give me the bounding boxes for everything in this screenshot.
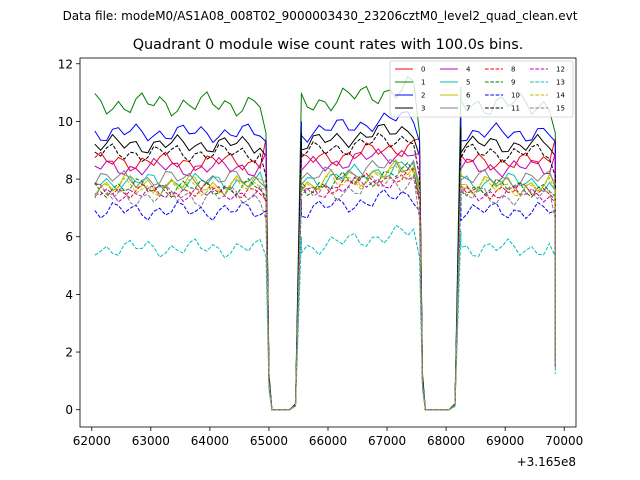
chart-title: Quadrant 0 module wise count rates with … xyxy=(133,37,524,53)
legend-label-6: 6 xyxy=(466,92,471,100)
y-tick-label: 10 xyxy=(58,115,73,129)
legend-label-8: 8 xyxy=(511,66,515,74)
x-tick-label: 64000 xyxy=(191,434,229,448)
series-line-12 xyxy=(94,174,556,411)
x-tick-label: 69000 xyxy=(486,434,524,448)
series-line-6 xyxy=(94,158,556,411)
series-line-4 xyxy=(94,148,556,411)
series-line-13 xyxy=(94,224,556,411)
series-line-2 xyxy=(94,111,556,411)
plot-background xyxy=(80,58,576,427)
series-line-7 xyxy=(94,158,556,411)
legend-label-9: 9 xyxy=(511,79,515,87)
x-tick-label: 68000 xyxy=(427,434,465,448)
series-line-14 xyxy=(94,165,556,411)
x-tick-label: 65000 xyxy=(250,434,288,448)
series-line-3 xyxy=(94,123,556,411)
legend-label-4: 4 xyxy=(466,66,471,74)
x-tick-label: 66000 xyxy=(309,434,347,448)
legend-label-13: 13 xyxy=(556,79,565,87)
y-tick-label: 12 xyxy=(58,57,73,71)
x-axis-offset-label: +3.165e8 xyxy=(517,455,576,469)
legend-label-2: 2 xyxy=(421,92,425,100)
y-tick-label: 2 xyxy=(65,346,73,360)
y-tick-label: 4 xyxy=(65,288,73,302)
legend-label-1: 1 xyxy=(421,79,425,87)
legend-label-11: 11 xyxy=(511,105,520,113)
legend-frame xyxy=(389,60,574,118)
x-axis: 62000 63000 64000 65000 66000 67000 68000 69000… xyxy=(73,427,583,448)
legend-label-12: 12 xyxy=(556,66,565,74)
y-axis: 0 2 4 6 8 10 12 xyxy=(58,57,80,417)
y-tick-label: 6 xyxy=(65,230,73,244)
plot-area: 62000 63000 64000 65000 66000 67000 68000 69000… xyxy=(58,57,584,469)
x-tick-label: 67000 xyxy=(368,434,406,448)
legend-label-3: 3 xyxy=(421,105,425,113)
series-line-10 xyxy=(94,188,556,411)
legend-label-5: 5 xyxy=(466,79,470,87)
y-tick-label: 0 xyxy=(65,403,73,417)
legend-label-7: 7 xyxy=(466,105,470,113)
x-tick-label: 63000 xyxy=(132,434,170,448)
legend-label-10: 10 xyxy=(511,92,520,100)
series-line-5 xyxy=(94,161,556,411)
series-layer xyxy=(94,75,556,411)
y-tick-label: 8 xyxy=(65,173,73,187)
series-line-11 xyxy=(94,132,556,411)
figure-suptitle: Data file: modeM0/AS1A08_008T02_90000034… xyxy=(63,9,578,23)
series-line-15 xyxy=(94,173,556,411)
x-tick-label: 70000 xyxy=(545,434,583,448)
legend-label-14: 14 xyxy=(556,92,565,100)
legend-label-0: 0 xyxy=(421,66,425,74)
legend-label-15: 15 xyxy=(556,105,565,113)
x-tick-label: 62000 xyxy=(73,434,111,448)
series-line-0 xyxy=(94,138,556,411)
